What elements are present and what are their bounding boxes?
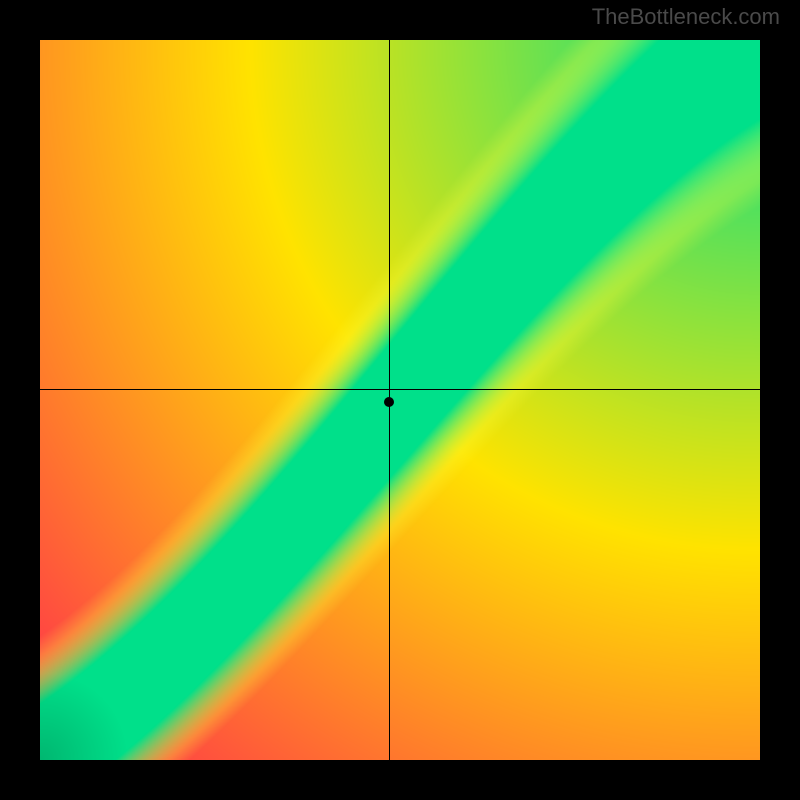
crosshair-horizontal (40, 389, 760, 390)
heatmap-canvas (40, 40, 760, 760)
watermark-text: TheBottleneck.com (592, 4, 780, 30)
